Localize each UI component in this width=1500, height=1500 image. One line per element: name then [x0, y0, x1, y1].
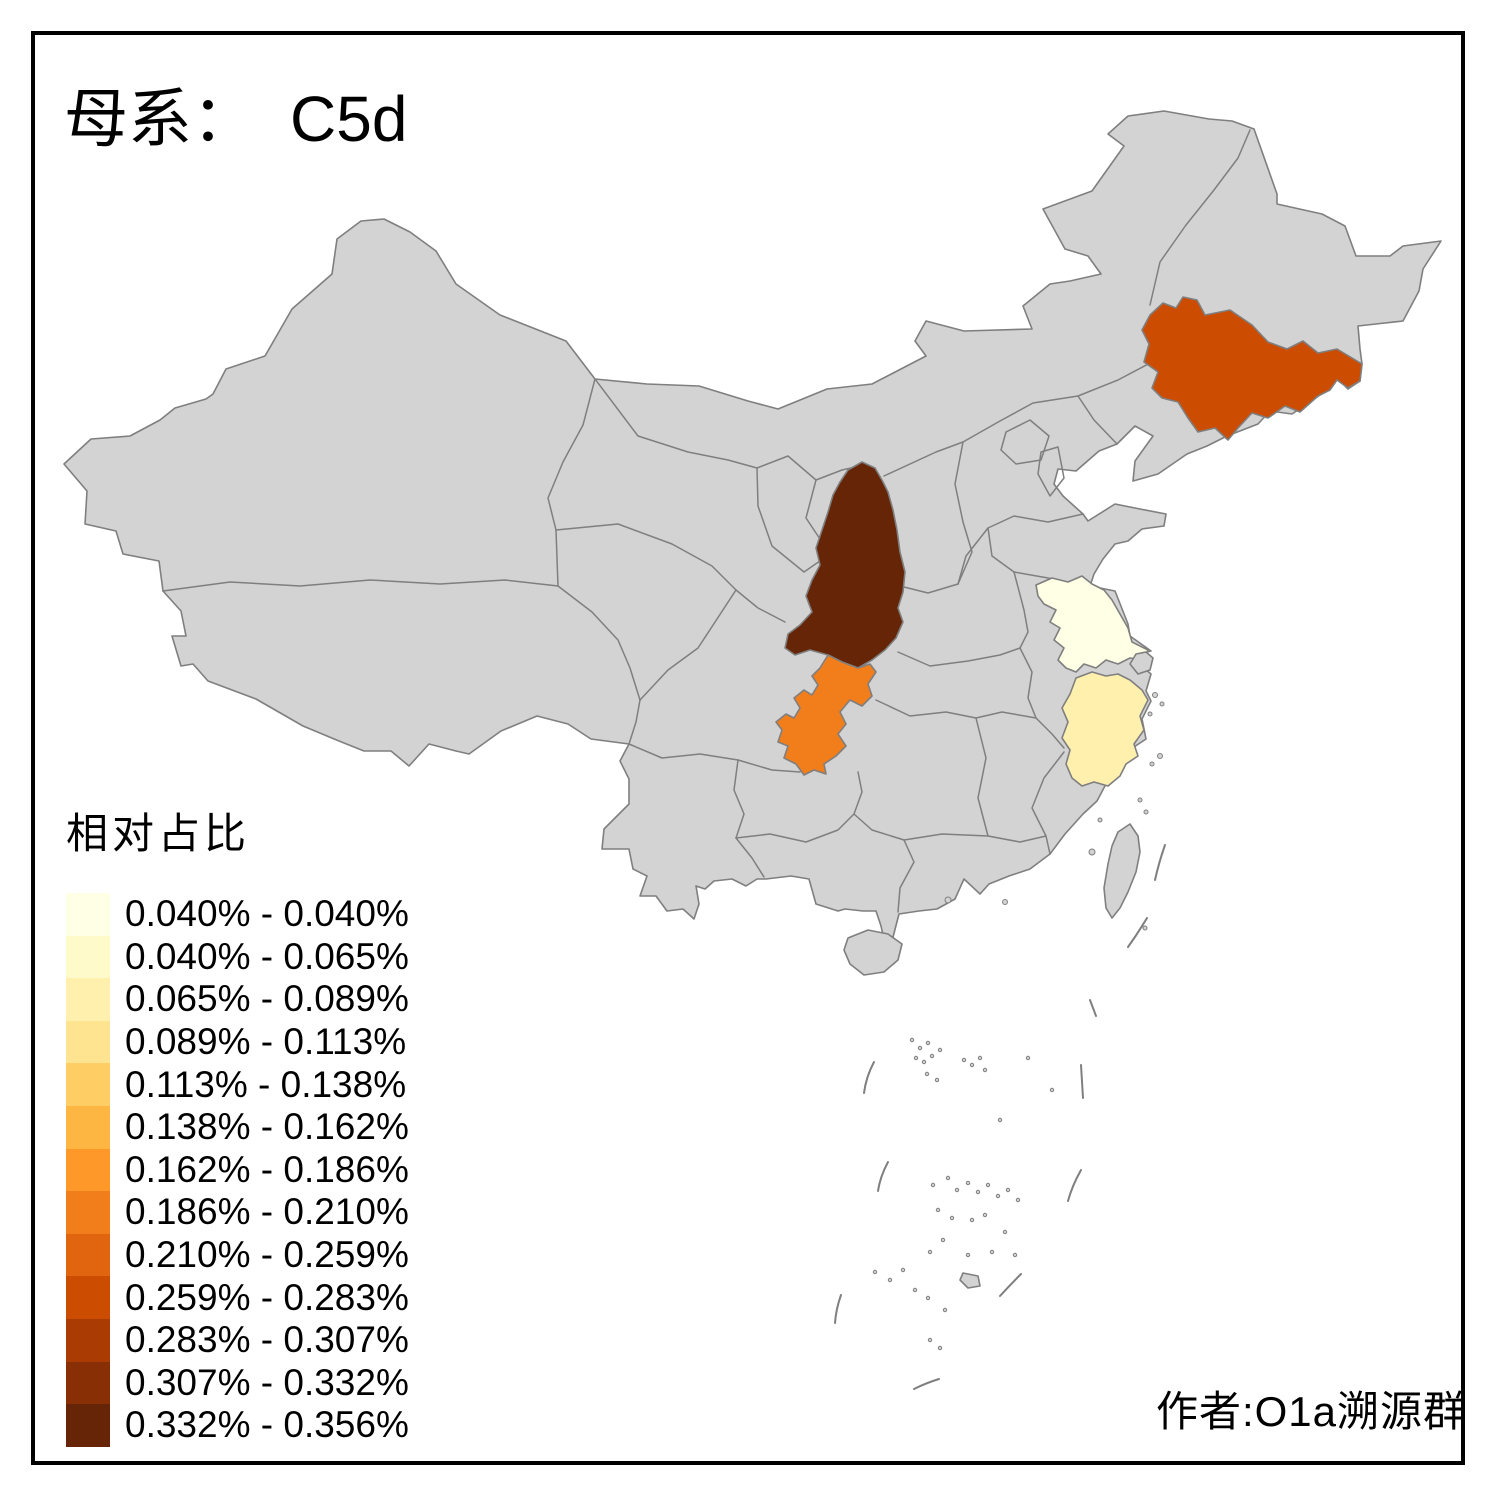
- legend-label: 0.138% - 0.162%: [125, 1106, 409, 1148]
- legend-rows: 0.040% - 0.040% 0.040% - 0.065% 0.065% - 0…: [66, 893, 409, 1447]
- legend-row: 0.259% - 0.283%: [66, 1276, 409, 1319]
- legend-row: 0.138% - 0.162%: [66, 1105, 409, 1149]
- legend-swatch: [66, 1020, 110, 1064]
- legend-title: 相对占比: [66, 812, 251, 858]
- legend-label: 0.332% - 0.356%: [125, 1404, 409, 1446]
- legend-swatch: [66, 1191, 110, 1234]
- legend-row: 0.162% - 0.186%: [66, 1148, 409, 1192]
- legend-swatch: [66, 1148, 110, 1192]
- legend-swatch: [66, 1105, 110, 1149]
- province-jilin: [1141, 296, 1363, 441]
- legend-swatch: [66, 935, 110, 979]
- plot-frame: [31, 31, 1465, 1465]
- title-prefix: 母系：: [64, 84, 256, 155]
- legend-row: 0.040% - 0.040%: [66, 893, 409, 936]
- legend-row: 0.283% - 0.307%: [66, 1318, 409, 1362]
- island-hainan: [843, 929, 903, 976]
- legend-row: 0.332% - 0.356%: [66, 1404, 409, 1447]
- sea-island-specks: [872, 1037, 1055, 1351]
- legend-label: 0.113% - 0.138%: [125, 1063, 407, 1105]
- island-shanghai-area: [1129, 651, 1154, 675]
- province-chongqing: [775, 654, 877, 776]
- legend-label: 0.210% - 0.259%: [125, 1234, 409, 1276]
- nine-dash-line: [834, 844, 1166, 1390]
- legend-label: 0.065% - 0.089%: [125, 978, 409, 1020]
- legend-row: 0.210% - 0.259%: [66, 1233, 409, 1277]
- legend-label: 0.259% - 0.283%: [125, 1276, 409, 1318]
- legend-swatch: [66, 1233, 110, 1277]
- legend-row: 0.307% - 0.332%: [66, 1361, 409, 1405]
- legend-swatch: [66, 1318, 110, 1362]
- legend-swatch: [66, 893, 110, 936]
- legend-label: 0.186% - 0.210%: [125, 1191, 409, 1233]
- title-haplogroup: C5d: [290, 83, 408, 155]
- legend-label: 0.283% - 0.307%: [125, 1319, 409, 1361]
- legend-label: 0.040% - 0.065%: [125, 935, 409, 977]
- legend-label: 0.162% - 0.186%: [125, 1148, 409, 1190]
- island-speck-large: [959, 1272, 981, 1289]
- map-title: 母系： C5d: [64, 68, 407, 160]
- legend-row: 0.186% - 0.210%: [66, 1191, 409, 1234]
- legend: 相对占比 0.040% - 0.040% 0.040% - 0.065% 0.065…: [66, 800, 409, 1447]
- legend-row: 0.113% - 0.138%: [66, 1063, 409, 1106]
- legend-label: 0.089% - 0.113%: [125, 1021, 407, 1063]
- island-taiwan: [1103, 823, 1141, 919]
- legend-swatch: [66, 1063, 110, 1106]
- legend-row: 0.089% - 0.113%: [66, 1020, 409, 1064]
- legend-row: 0.040% - 0.065%: [66, 935, 409, 979]
- province-jiangsu: [1035, 575, 1149, 673]
- legend-swatch: [66, 1404, 110, 1447]
- islands: [843, 651, 1165, 976]
- author-credit: 作者:O1a溯源群: [1155, 1388, 1466, 1435]
- legend-swatch: [66, 978, 110, 1021]
- legend-row: 0.065% - 0.089%: [66, 978, 409, 1021]
- legend-swatch: [66, 1361, 110, 1405]
- legend-label: 0.040% - 0.040%: [125, 893, 409, 935]
- colored-provinces: [775, 296, 1363, 787]
- legend-label: 0.307% - 0.332%: [125, 1361, 409, 1403]
- province-zhejiang: [1061, 671, 1149, 787]
- legend-swatch: [66, 1276, 110, 1319]
